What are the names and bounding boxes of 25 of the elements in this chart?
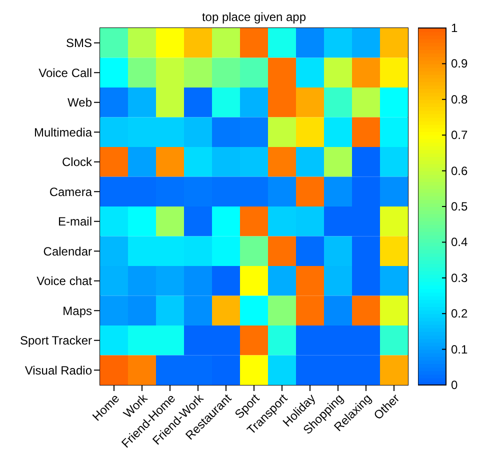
y-tick-label: SMS xyxy=(66,36,92,50)
color-bar-label: 0.5 xyxy=(451,200,468,214)
chart-title: top place given app xyxy=(202,10,306,24)
y-tick-label: Web xyxy=(68,96,92,110)
y-tick-label: E-mail xyxy=(58,214,92,229)
color-bar-label: 0.7 xyxy=(451,128,468,142)
color-bar-label: 0.1 xyxy=(451,342,468,356)
color-bar-label: 0.6 xyxy=(451,164,468,178)
color-bar-label: 0.8 xyxy=(451,92,468,106)
y-tick-label: Sport Tracker xyxy=(20,334,92,348)
color-bar-label: 0.2 xyxy=(451,306,468,321)
color-bar-label: 0 xyxy=(451,378,458,392)
y-tick-label: Voice Call xyxy=(38,66,92,80)
color-bar-label: 1 xyxy=(451,21,458,35)
y-tick-label: Maps xyxy=(62,304,92,318)
color-bar-label: 0.9 xyxy=(451,56,468,71)
colorbar: 0 0.1 0.2 0.3 0.4 0.5 0.6 0.7 0.8 0.9 1 xyxy=(418,8,474,458)
color-bar-label: 0.3 xyxy=(451,270,468,285)
y-tick-label: Camera xyxy=(49,184,92,199)
y-tick-label: Visual Radio xyxy=(24,363,92,378)
y-tick-label: Multimedia xyxy=(34,125,92,140)
y-tick-label: Voice chat xyxy=(36,274,93,288)
y-tick-label: Clock xyxy=(62,155,93,170)
y-tick-label: Calendar xyxy=(43,244,92,258)
color-bar-label: 0.4 xyxy=(451,235,468,250)
